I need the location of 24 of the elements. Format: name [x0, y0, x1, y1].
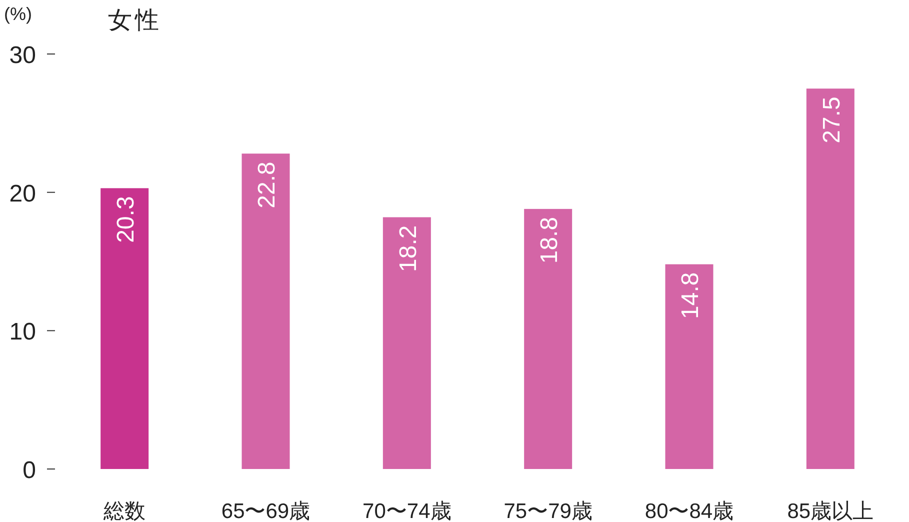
y-axis-title: (%): [4, 4, 32, 24]
bar: [100, 188, 149, 469]
data-label: 14.8: [677, 272, 704, 319]
chart-title: 女性: [108, 7, 162, 34]
x-tick-label: 75〜79歳: [504, 500, 592, 522]
bar: [806, 88, 854, 469]
bar: [242, 154, 290, 469]
x-tick-label: 65〜69歳: [221, 500, 310, 522]
x-tick-label: 総数: [102, 500, 146, 522]
x-tick-label: 70〜74歳: [362, 500, 452, 522]
bar: [665, 264, 714, 469]
y-tick-label: 10: [9, 318, 36, 346]
y-tick-label: 20: [9, 180, 36, 208]
x-tick-label: 80〜84歳: [644, 500, 734, 522]
y-tick-label: 0: [22, 457, 36, 484]
bar: [382, 217, 431, 469]
data-label: 18.2: [394, 225, 422, 272]
data-label: 27.5: [818, 96, 846, 144]
data-label: 20.3: [112, 196, 140, 243]
data-label: 22.8: [254, 162, 281, 208]
x-tick-label: 85歳以上: [787, 500, 874, 522]
y-tick-label: 30: [9, 42, 36, 69]
data-label: 18.8: [536, 216, 564, 264]
bar: [524, 208, 572, 469]
